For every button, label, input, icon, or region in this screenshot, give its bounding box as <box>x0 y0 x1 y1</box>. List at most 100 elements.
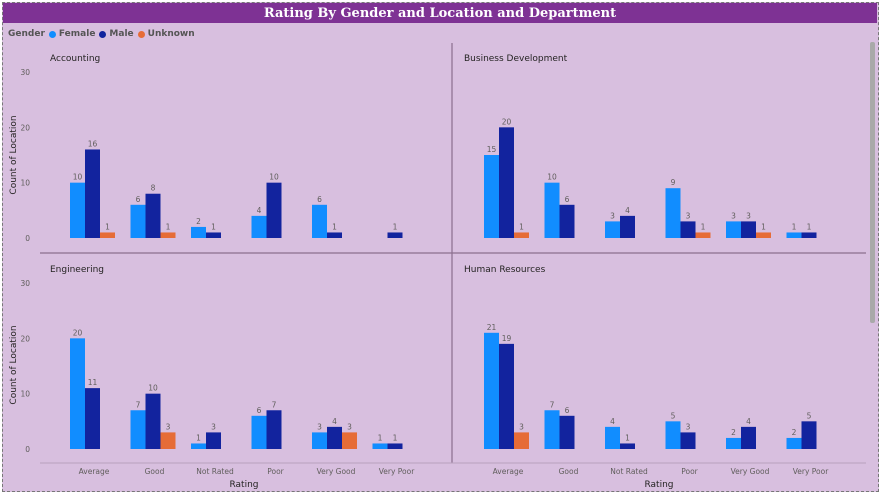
legend: Gender Female Male Unknown <box>8 28 195 40</box>
x-tick-label: Very Poor <box>793 467 830 476</box>
bar-male <box>206 232 221 238</box>
bar-male <box>499 127 514 238</box>
bar-unknown <box>756 232 771 238</box>
data-label: 3 <box>317 422 322 431</box>
data-label: 1 <box>211 222 216 231</box>
bar-male <box>680 432 696 449</box>
y-axis-title: Count of Location <box>9 115 19 194</box>
legend-item-female[interactable]: Female <box>48 29 96 39</box>
bar-male <box>266 410 282 449</box>
bar-female <box>544 182 560 238</box>
bar-female <box>70 182 85 238</box>
data-label: 5 <box>671 411 676 420</box>
x-tick-label: Not Rated <box>196 467 234 476</box>
y-tick-label: 30 <box>20 68 30 77</box>
bar-female <box>191 226 206 238</box>
data-label: 21 <box>487 323 497 332</box>
bar-male <box>801 421 817 449</box>
data-label: 20 <box>73 328 83 337</box>
data-label: 1 <box>625 433 630 442</box>
data-label: 1 <box>105 222 110 231</box>
legend-item-male[interactable]: Male <box>99 29 134 39</box>
vertical-scrollbar[interactable] <box>870 42 875 323</box>
x-tick-label: Very Good <box>317 467 356 476</box>
data-label: 10 <box>148 384 158 393</box>
bar-unknown <box>514 432 529 449</box>
bar-male <box>266 182 282 238</box>
data-label: 6 <box>257 406 262 415</box>
bar-female <box>665 421 681 449</box>
data-label: 7 <box>136 400 141 409</box>
bar-male <box>801 232 817 238</box>
chart-title: Rating By Gender and Location and Depart… <box>3 3 877 23</box>
x-tick-label: Very Poor <box>379 467 416 476</box>
bar-male <box>680 221 696 238</box>
bar-female <box>544 410 560 449</box>
bar-female <box>786 437 802 449</box>
data-label: 3 <box>731 211 736 220</box>
bar-male <box>327 232 342 238</box>
data-label: 3 <box>166 422 171 431</box>
data-label: 1 <box>393 222 398 231</box>
bar-unknown <box>514 232 529 238</box>
data-label: 7 <box>550 400 555 409</box>
data-label: 4 <box>332 417 337 426</box>
bar-male <box>620 443 635 449</box>
data-label: 10 <box>269 173 279 182</box>
bar-female <box>726 221 741 238</box>
data-label: 6 <box>136 195 141 204</box>
data-label: 1 <box>196 433 201 442</box>
y-axis-title: Count of Location <box>9 325 19 404</box>
data-label: 15 <box>487 145 497 154</box>
y-tick-label: 20 <box>20 334 30 343</box>
bar-female <box>312 204 327 238</box>
bar-unknown <box>342 432 357 449</box>
bar-female <box>605 426 620 449</box>
panel-title: Business Development <box>464 54 568 64</box>
y-tick-label: 0 <box>25 234 30 243</box>
panel-title: Human Resources <box>464 265 546 275</box>
bar-female <box>484 332 499 449</box>
legend-dot-unknown <box>137 30 145 38</box>
legend-label-female: Female <box>58 29 96 39</box>
panel-title: Engineering <box>50 265 104 275</box>
bar-female <box>191 443 206 449</box>
bar-male <box>327 426 342 449</box>
x-tick-label: Poor <box>681 467 698 476</box>
bar-male <box>741 221 756 238</box>
bar-male <box>499 343 514 449</box>
bar-male <box>559 415 575 449</box>
bar-male <box>145 193 161 238</box>
data-label: 6 <box>565 195 570 204</box>
data-label: 3 <box>610 211 615 220</box>
bar-male <box>387 443 403 449</box>
bar-unknown <box>160 232 176 238</box>
data-label: 16 <box>88 139 98 148</box>
data-label: 1 <box>166 222 171 231</box>
data-label: 19 <box>502 334 512 343</box>
bar-female <box>130 204 146 238</box>
bar-unknown <box>100 232 115 238</box>
x-tick-label: Average <box>493 467 524 476</box>
data-label: 1 <box>807 222 812 231</box>
bar-unknown <box>160 432 176 449</box>
data-label: 2 <box>792 428 797 437</box>
data-label: 1 <box>393 433 398 442</box>
x-axis-title: Rating <box>644 480 673 490</box>
data-label: 9 <box>671 178 676 187</box>
legend-item-unknown[interactable]: Unknown <box>137 29 195 39</box>
bar-female <box>484 155 499 238</box>
y-tick-label: 20 <box>20 123 30 132</box>
x-tick-label: Poor <box>267 467 284 476</box>
data-label: 3 <box>347 422 352 431</box>
legend-title: Gender <box>8 29 45 39</box>
x-axis-title: Rating <box>229 480 258 490</box>
data-label: 6 <box>317 195 322 204</box>
data-label: 6 <box>565 406 570 415</box>
data-label: 1 <box>519 222 524 231</box>
bar-female <box>251 415 267 449</box>
bar-unknown <box>695 232 711 238</box>
data-label: 3 <box>746 211 751 220</box>
x-tick-label: Average <box>79 467 110 476</box>
